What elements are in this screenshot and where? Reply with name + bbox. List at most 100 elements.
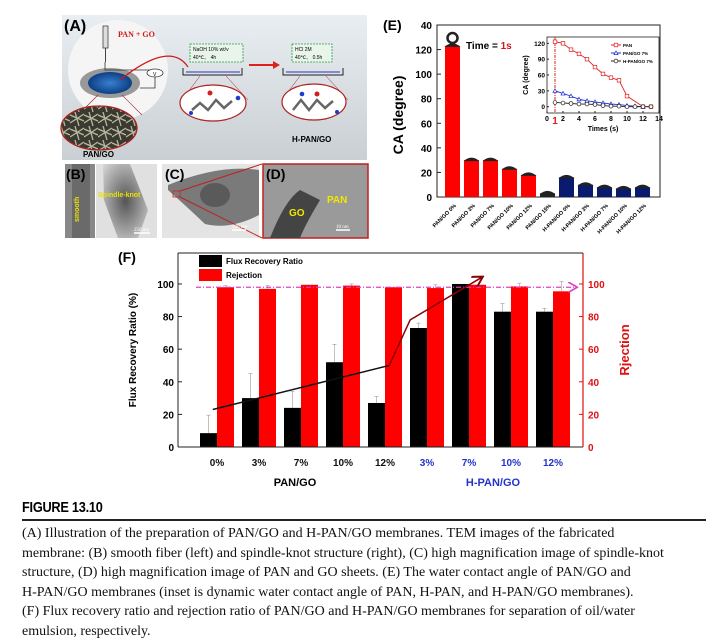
step1-reagent: NaOH 10% wt/v bbox=[193, 47, 229, 53]
droplet-icon bbox=[616, 186, 632, 190]
time-annotation: Time = 1s bbox=[466, 41, 512, 52]
figure-caption: (A) Illustration of the preparation of P… bbox=[22, 524, 712, 641]
inset-legend-label: H-PAN/GO 7% bbox=[623, 59, 653, 64]
e-bar bbox=[464, 160, 479, 197]
f-right-tick-label: 60 bbox=[588, 345, 600, 356]
flux-bar bbox=[326, 362, 343, 447]
caption-line: emulsion, respectively. bbox=[22, 622, 712, 641]
rejection-bar bbox=[259, 289, 276, 447]
e-bar bbox=[483, 160, 498, 197]
rejection-bar bbox=[343, 286, 360, 447]
legend-swatch-rejection bbox=[199, 269, 222, 281]
panel-c-tem: (C) 100 nm bbox=[162, 164, 262, 238]
inset-data-point bbox=[601, 72, 605, 76]
inset-data-point bbox=[585, 102, 589, 106]
inset-data-point bbox=[553, 40, 557, 44]
inset-x-tick-label: 2 bbox=[561, 116, 565, 123]
scale-bar-b: 250 nm bbox=[134, 228, 149, 233]
f-category-label: 10% bbox=[333, 458, 353, 469]
f-category-label: 7% bbox=[462, 458, 477, 469]
caption-rule bbox=[22, 519, 706, 521]
f-left-tick-label: 80 bbox=[163, 313, 175, 324]
inset-legend-marker bbox=[614, 59, 618, 63]
step2-conditions: 40℃、 0.5h bbox=[295, 55, 323, 61]
inset-legend-label: PAN/GO 7% bbox=[623, 51, 648, 56]
group-label-pan-go: PAN/GO bbox=[274, 477, 317, 489]
e-bar bbox=[578, 185, 593, 197]
inset-y-tick-label: 30 bbox=[538, 88, 546, 95]
inset-legend-marker bbox=[614, 43, 618, 47]
rejection-bar bbox=[553, 291, 570, 447]
inset-data-point bbox=[601, 104, 605, 108]
scale-bar-d: 10 nm bbox=[336, 225, 349, 230]
panel-b-label: (B) bbox=[66, 166, 85, 182]
flux-bar bbox=[284, 408, 301, 447]
panel-d-label: (D) bbox=[266, 166, 285, 182]
e-y-tick-label: 20 bbox=[421, 168, 433, 179]
droplet-icon bbox=[502, 166, 518, 170]
inset-data-point bbox=[561, 42, 565, 46]
rejection-bar bbox=[385, 287, 402, 447]
caption-line: structure, (D) high magnification image … bbox=[22, 563, 712, 583]
inset-data-point bbox=[617, 104, 621, 108]
caption-line: (F) Flux recovery ratio and rejection ra… bbox=[22, 602, 712, 622]
inset-y-tick-label: 60 bbox=[538, 73, 546, 80]
f-category-label: 10% bbox=[501, 458, 521, 469]
flux-bar bbox=[452, 284, 469, 447]
panel-a-schematic: (A) PAN + GO V PAN/GO NaOH 10% wt/v 40℃、… bbox=[61, 15, 367, 160]
inset-data-point bbox=[625, 105, 629, 109]
f-left-tick-label: 100 bbox=[157, 280, 174, 291]
droplet-icon bbox=[597, 185, 613, 189]
e-bar bbox=[635, 187, 650, 197]
droplet-icon bbox=[448, 33, 458, 43]
inset-x-tick-label: 14 bbox=[655, 116, 663, 123]
group-label-h-pan-go: H-PAN/GO bbox=[466, 477, 521, 489]
rejection-bar bbox=[217, 287, 234, 447]
go-label: GO bbox=[289, 208, 305, 219]
f-left-tick-label: 0 bbox=[168, 443, 174, 454]
droplet-icon bbox=[464, 158, 480, 162]
inset-data-point bbox=[609, 104, 613, 108]
inset-xlabel: Times (s) bbox=[588, 126, 619, 133]
figure-title: FIGURE 13.10 bbox=[22, 499, 103, 516]
panel-a-label: (A) bbox=[64, 18, 86, 35]
fiber-sem-image bbox=[61, 106, 137, 150]
e-y-tick-label: 40 bbox=[421, 144, 433, 155]
f-left-tick-label: 40 bbox=[163, 378, 175, 389]
e-y-tick-label: 80 bbox=[421, 95, 433, 106]
inset-data-point bbox=[633, 105, 637, 109]
f-left-tick-label: 20 bbox=[163, 410, 175, 421]
smooth-label: smooth bbox=[74, 197, 81, 222]
inset-legend-label: PAN bbox=[623, 43, 632, 48]
f-category-label: 3% bbox=[252, 458, 267, 469]
inset-data-point bbox=[593, 65, 597, 69]
scale-bar-c: 100 nm bbox=[232, 225, 247, 230]
e-bar bbox=[597, 187, 612, 197]
inset-y-tick-label: 0 bbox=[541, 104, 545, 111]
droplet-icon bbox=[635, 185, 651, 189]
e-y-tick-label: 120 bbox=[415, 46, 432, 57]
legend-label-flux: Flux Recovery Ratio bbox=[226, 257, 303, 266]
f-category-label: 0% bbox=[210, 458, 225, 469]
pan-label: PAN bbox=[327, 195, 347, 206]
step2-reagent: HCl 2M bbox=[295, 47, 312, 53]
inset-x-tick-label: 6 bbox=[593, 116, 597, 123]
inset-x-tick-label: 8 bbox=[609, 116, 613, 123]
flux-bar bbox=[410, 328, 427, 447]
flux-bar bbox=[242, 398, 259, 447]
panel-d-tem: (D) GO PAN 10 nm bbox=[263, 164, 368, 238]
inset-y-tick-label: 90 bbox=[538, 57, 546, 64]
inset-data-point bbox=[593, 103, 597, 107]
rejection-bar bbox=[469, 285, 486, 447]
f-category-label: 12% bbox=[375, 458, 395, 469]
product1-label: PAN/GO bbox=[83, 150, 114, 159]
inset-data-point bbox=[649, 105, 653, 109]
inset-data-point bbox=[625, 94, 629, 98]
f-category-label: 7% bbox=[294, 458, 309, 469]
caption-line: (A) Illustration of the preparation of P… bbox=[22, 524, 712, 544]
inset-data-point bbox=[617, 78, 621, 82]
step1-conditions: 40℃、 4h bbox=[193, 55, 216, 61]
f-right-tick-label: 80 bbox=[588, 313, 600, 324]
